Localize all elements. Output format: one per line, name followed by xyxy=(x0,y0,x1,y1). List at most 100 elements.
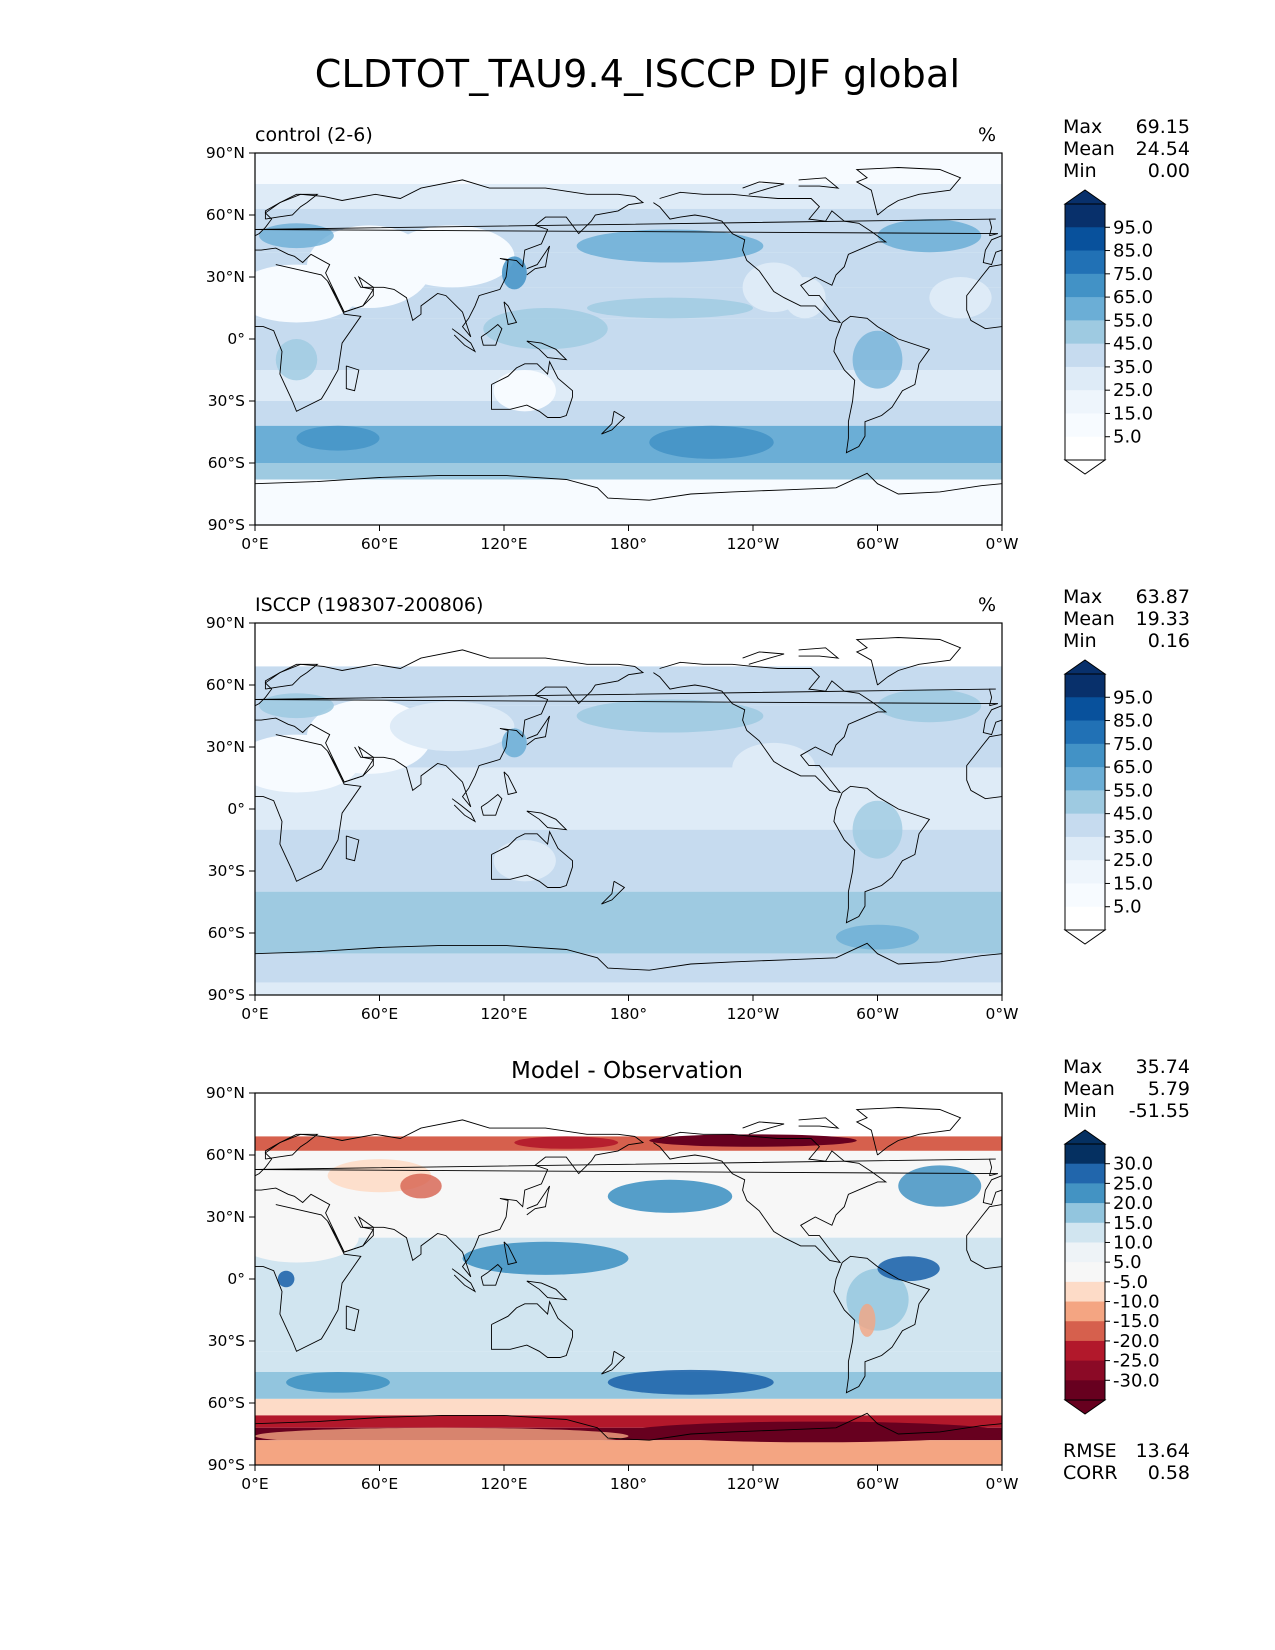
coastline xyxy=(255,688,999,707)
colorbar-outline xyxy=(1064,1143,1106,1401)
corr-label: CORR xyxy=(1063,1462,1118,1484)
field-blob xyxy=(501,728,527,758)
colorbar-outline xyxy=(1064,203,1106,461)
coastline xyxy=(480,323,503,346)
coastline xyxy=(327,746,374,783)
coastline xyxy=(601,880,626,905)
colorbar-segment xyxy=(1065,250,1105,275)
colorbar-segment xyxy=(1065,204,1105,228)
field-blob xyxy=(836,924,919,950)
lon-tick-label: 120°E xyxy=(480,1475,527,1493)
field-blob xyxy=(858,1303,876,1337)
coastline xyxy=(255,942,1002,971)
colorbar-segment xyxy=(1065,674,1105,698)
field-blob xyxy=(493,840,556,882)
coastline xyxy=(526,1280,568,1301)
coastline xyxy=(653,191,888,324)
coastline xyxy=(255,472,1002,501)
lat-tick-label: 0° xyxy=(227,1270,245,1288)
colorbar-segment xyxy=(1065,1360,1105,1381)
coastline xyxy=(742,651,785,665)
panel-1-stats: Max 69.15 Mean 24.54 Min 0.00 xyxy=(1063,116,1190,182)
lat-tick-label: 90°N xyxy=(206,144,245,162)
field-blob xyxy=(587,297,753,319)
field-blob xyxy=(259,693,334,719)
field-blob xyxy=(877,1256,940,1282)
field-blob xyxy=(898,1165,982,1207)
lon-tick-label: 0°W xyxy=(986,535,1019,553)
coastline xyxy=(855,167,962,216)
panel-2-stats: Max 63.87 Mean 19.33 Min 0.16 xyxy=(1063,586,1190,652)
stat-max-label: Max xyxy=(1063,116,1103,138)
colorbar-top-extend xyxy=(1063,189,1107,205)
colorbar-segment xyxy=(1065,1144,1105,1165)
panel-2-label: ISCCP (198307-200806) xyxy=(255,594,484,616)
colorbar-segment xyxy=(1065,697,1105,722)
coastline xyxy=(833,315,931,454)
coastline xyxy=(503,771,518,796)
lat-tick-label: 60°S xyxy=(208,454,245,472)
colorbar-segment xyxy=(1065,790,1105,815)
field-band xyxy=(255,1136,1002,1151)
coastline xyxy=(742,1121,785,1135)
field-blob xyxy=(255,1212,359,1263)
coastline xyxy=(855,1107,962,1156)
coastline xyxy=(742,181,785,195)
coastline xyxy=(480,793,503,816)
stat-min-value: -51.55 xyxy=(1128,1100,1190,1122)
coastline xyxy=(491,1300,573,1358)
field-blob xyxy=(514,1136,619,1149)
stat-min-label: Min xyxy=(1063,1100,1097,1122)
colorbar-segment xyxy=(1065,320,1105,345)
colorbar-label: 5.0 xyxy=(1113,897,1142,918)
colorbar-label: 25.0 xyxy=(1113,1173,1153,1194)
colorbar-top-extend xyxy=(1063,1129,1107,1145)
lon-tick-label: 120°W xyxy=(727,1475,780,1493)
colorbar-label: 65.0 xyxy=(1113,287,1153,308)
colorbar-segment xyxy=(1065,273,1105,298)
field-blob xyxy=(877,689,982,723)
colorbar-label: 35.0 xyxy=(1113,357,1153,378)
stat-mean-label: Mean xyxy=(1063,1078,1115,1100)
field-blob xyxy=(576,229,764,263)
stat-mean-value: 24.54 xyxy=(1135,138,1190,160)
colorbar-segment xyxy=(1065,883,1105,908)
panel-2-map: 90°N 60°N 30°N 0° 30°S 60°S 90°S0°E 60°E 120°E 18… xyxy=(206,614,1019,1023)
colorbar-label: 15.0 xyxy=(1113,403,1153,424)
coastline xyxy=(255,218,999,237)
lon-tick-label: 60°W xyxy=(856,1475,899,1493)
colorbar-segment xyxy=(1065,906,1105,931)
field-band xyxy=(255,1398,1002,1416)
panel-2-units: % xyxy=(978,594,997,616)
stat-min-label: Min xyxy=(1063,160,1097,182)
field-blob xyxy=(852,800,903,859)
coastline xyxy=(491,360,573,418)
map-field xyxy=(255,623,1002,995)
lat-tick-label: 60°N xyxy=(206,676,245,694)
colorbar-top-extend xyxy=(1063,659,1107,675)
coastline xyxy=(255,1204,362,1352)
colorbar-segment xyxy=(1065,436,1105,461)
colorbar-segment xyxy=(1065,227,1105,252)
field-blob xyxy=(877,219,982,253)
stat-mean-value: 5.79 xyxy=(1147,1078,1190,1100)
lat-tick-label: 30°N xyxy=(206,268,245,286)
panel-3-metrics: RMSE 13.64 CORR 0.58 xyxy=(1063,1440,1190,1484)
coastline xyxy=(255,1158,999,1177)
field-blob xyxy=(277,1270,295,1288)
lon-tick-label: 0°E xyxy=(241,535,268,553)
coastline xyxy=(255,264,362,412)
lon-tick-label: 60°W xyxy=(856,535,899,553)
lat-tick-label: 90°N xyxy=(206,614,245,632)
lat-tick-label: 0° xyxy=(227,800,245,818)
field-blob xyxy=(852,330,903,389)
coastline xyxy=(255,179,645,338)
colorbar-label: 15.0 xyxy=(1113,1213,1153,1234)
coastline xyxy=(798,647,840,659)
lon-tick-label: 0°W xyxy=(986,1005,1019,1023)
colorbar-bottom-extend xyxy=(1063,1399,1107,1415)
colorbar-segment xyxy=(1065,1262,1105,1283)
field-blob xyxy=(576,699,764,733)
lat-tick-label: 60°N xyxy=(206,1146,245,1164)
coastline xyxy=(264,193,319,220)
